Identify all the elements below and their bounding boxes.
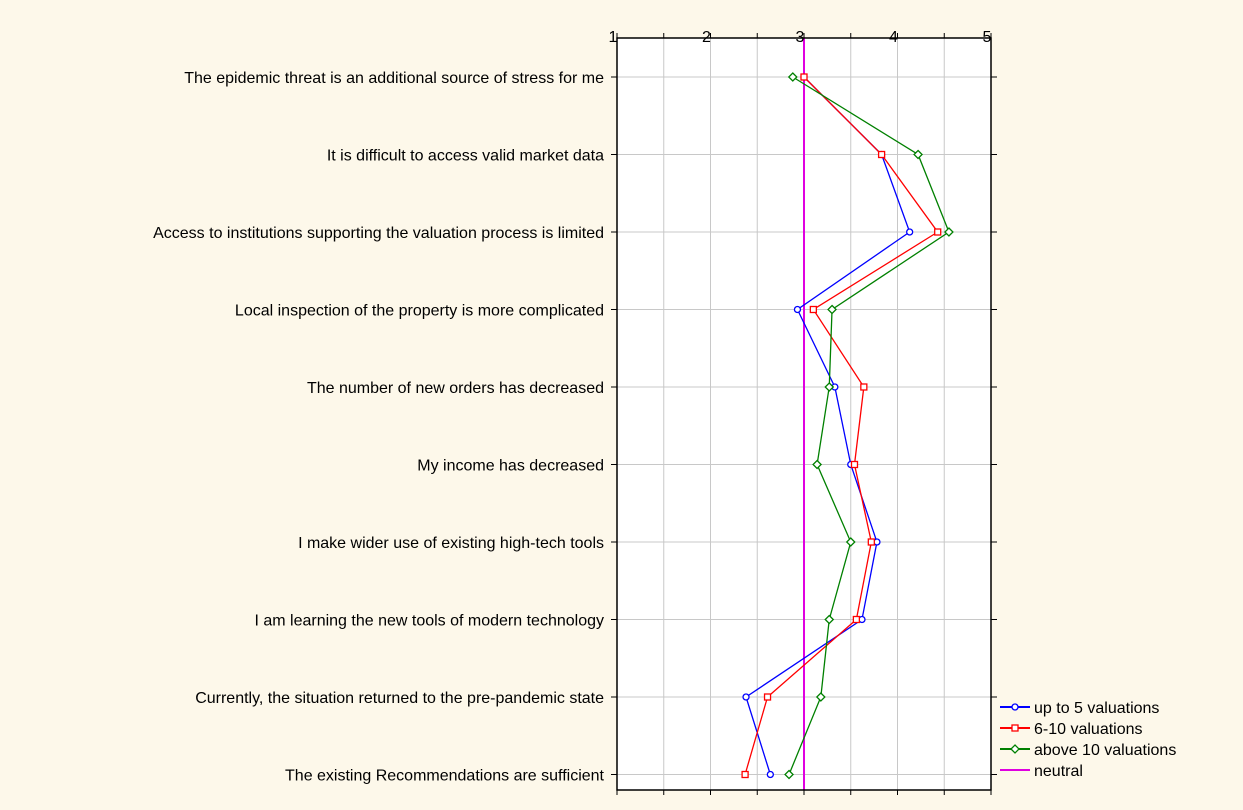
legend-label: 6-10 valuations — [1034, 721, 1143, 738]
category-label: It is difficult to access valid market d… — [327, 148, 604, 165]
legend: up to 5 valuations 6-10 valuations above 1… — [1000, 700, 1176, 780]
category-labels: The epidemic threat is an additional sou… — [153, 70, 997, 785]
data-point — [824, 614, 835, 625]
category-label: The existing Recommendations are suffici… — [285, 768, 605, 785]
data-point — [913, 149, 923, 160]
data-point — [934, 228, 942, 236]
legend-item: 6-10 valuations — [1000, 721, 1143, 738]
category-label: The epidemic threat is an additional sou… — [184, 70, 604, 87]
data-point — [852, 615, 861, 624]
series-line — [745, 76, 911, 775]
data-point — [860, 383, 868, 391]
category-label: I make wider use of existing high-tech t… — [298, 535, 604, 552]
data-point — [944, 227, 954, 237]
data-point — [800, 73, 808, 81]
series-2 — [741, 73, 942, 779]
legend-item: above 10 valuations — [1000, 742, 1176, 759]
series-3 — [784, 72, 954, 780]
x-tick-label: 5 — [983, 29, 992, 46]
series-line — [788, 76, 950, 775]
category-label: Currently, the situation returned to the… — [195, 690, 604, 707]
series-line — [744, 76, 939, 775]
x-tick-label: 1 — [609, 29, 618, 46]
data-point — [742, 693, 750, 701]
category-label: The number of new orders has decreased — [307, 380, 604, 397]
data-point — [827, 304, 837, 315]
category-label: I am learning the new tools of modern te… — [254, 613, 604, 630]
category-label: My income has decreased — [417, 458, 604, 475]
data-point — [906, 228, 914, 236]
legend-swatch-marker — [1011, 703, 1019, 711]
data-point — [877, 150, 886, 159]
series-group — [741, 72, 954, 780]
data-point — [763, 693, 772, 701]
category-label: Local inspection of the property is more… — [235, 303, 604, 320]
data-point — [784, 769, 794, 780]
category-label: Access to institutions supporting the va… — [153, 225, 604, 242]
x-tick-label: 4 — [889, 29, 898, 46]
data-point — [850, 460, 859, 469]
legend-item: up to 5 valuations — [1000, 700, 1159, 717]
data-point — [815, 692, 826, 702]
data-point — [824, 382, 835, 392]
legend-swatch-marker — [1011, 724, 1019, 732]
legend-swatch-marker — [1010, 744, 1020, 754]
data-point — [787, 72, 798, 82]
data-point — [812, 459, 823, 470]
data-point — [766, 770, 774, 779]
data-point — [845, 537, 856, 547]
legend-label: up to 5 valuations — [1034, 700, 1159, 717]
data-point — [867, 538, 875, 546]
data-point — [793, 305, 802, 314]
x-axis-ticks: 1 2 3 4 5 — [609, 29, 992, 795]
x-tick-label: 2 — [702, 29, 711, 46]
data-point — [809, 305, 817, 314]
legend-item: neutral — [1000, 763, 1083, 780]
legend-label: above 10 valuations — [1034, 742, 1176, 759]
x-tick-label: 3 — [796, 29, 805, 46]
data-point — [741, 770, 749, 779]
legend-label: neutral — [1034, 763, 1083, 780]
